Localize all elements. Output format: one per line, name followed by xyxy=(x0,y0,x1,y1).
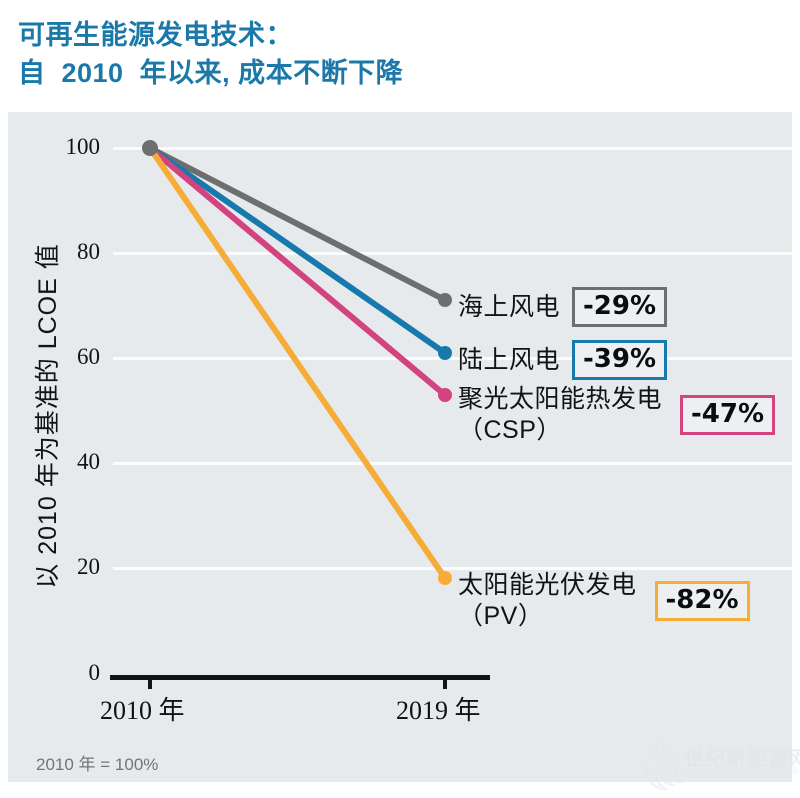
legend-label-offshore-wind: 海上风电 xyxy=(458,292,561,321)
line-offshore-wind xyxy=(147,145,448,303)
marker-csp-2019 xyxy=(438,388,452,402)
gridline-40 xyxy=(113,462,792,465)
xtick-2019 xyxy=(443,680,447,689)
legend-change-pv: -82% xyxy=(654,580,750,621)
legend-change-csp: -47% xyxy=(680,394,776,435)
chart-footnote: 2010 年 = 100% xyxy=(36,755,159,774)
ytick-label-60: 60 xyxy=(77,344,100,369)
ytick-label-100: 100 xyxy=(65,134,101,159)
line-onshore-wind xyxy=(147,145,448,356)
gridline-100 xyxy=(113,147,792,150)
xtick-2010 xyxy=(148,680,152,689)
legend-label-pv-main: 太阳能光伏发电 xyxy=(458,571,637,599)
gridline-80 xyxy=(113,252,792,255)
legend-label-pv-sub: （PV） xyxy=(458,601,544,630)
ytick-label-20: 20 xyxy=(77,554,100,579)
xtick-label-2019: 2019 年 xyxy=(396,696,481,725)
legend-change-onshore-wind: -39% xyxy=(572,340,668,380)
xtick-label-2010: 2010 年 xyxy=(100,696,185,725)
legend-change-offshore-wind: -29% xyxy=(572,287,668,327)
ytick-label-0: 0 xyxy=(88,660,101,685)
legend-item-csp[interactable]: 聚光太阳能热发电 （CSP） -47% xyxy=(458,384,776,445)
legend-item-pv[interactable]: 太阳能光伏发电 （PV） -82% xyxy=(458,570,750,631)
series-lines xyxy=(142,140,452,585)
marker-onshore-wind-2019 xyxy=(438,346,452,360)
line-csp xyxy=(147,145,448,398)
legend-label-pv: 太阳能光伏发电 （PV） xyxy=(458,570,637,631)
gridline-60 xyxy=(113,357,792,360)
gridline-20 xyxy=(113,567,792,570)
ytick-label-80: 80 xyxy=(77,239,100,264)
marker-pv-2019 xyxy=(438,571,452,585)
legend-item-onshore-wind[interactable]: 陆上风电 -39% xyxy=(458,340,668,380)
legend-label-onshore-wind: 陆上风电 xyxy=(458,345,561,374)
legend-label-csp-main: 聚光太阳能热发电 xyxy=(458,385,663,413)
page-title-line-2: 自 2010 年以来, 成本不断下降 xyxy=(18,58,404,89)
legend-label-csp-sub: （CSP） xyxy=(458,415,562,444)
legend-label-csp: 聚光太阳能热发电 （CSP） xyxy=(458,384,662,445)
page-title: 可再生能源发电技术： 自 2010 年以来, 成本不断下降 xyxy=(18,16,778,93)
x-axis-line xyxy=(110,675,490,680)
ytick-label-40: 40 xyxy=(77,449,100,474)
page-title-line-1: 可再生能源发电技术： xyxy=(18,20,293,50)
line-pv xyxy=(147,145,448,581)
legend-item-offshore-wind[interactable]: 海上风电 -29% xyxy=(458,287,668,327)
chart-panel: 100 80 60 40 20 0 以 2010 年为基准的 LCOE 值 xyxy=(8,112,792,782)
marker-offshore-wind-2019 xyxy=(438,293,452,307)
plot-area: 100 80 60 40 20 0 以 2010 年为基准的 LCOE 值 xyxy=(8,112,792,782)
marker-origin-2010 xyxy=(142,140,158,156)
